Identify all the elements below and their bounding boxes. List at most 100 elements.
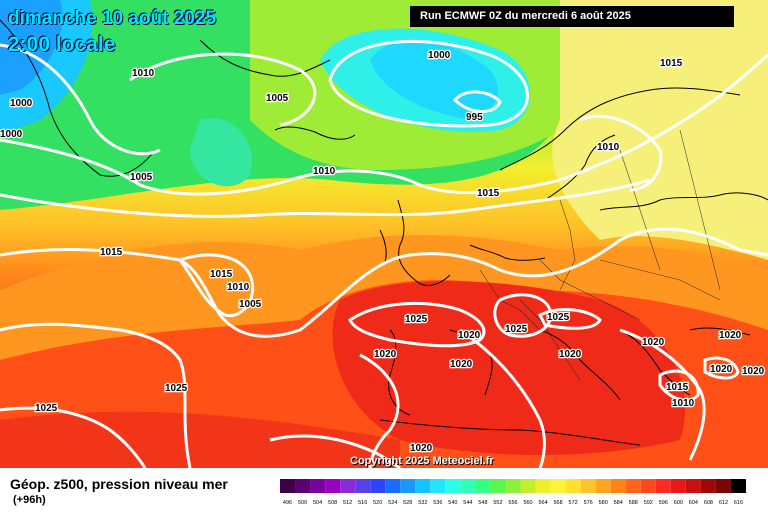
scale-tick-label: 596: [659, 500, 668, 506]
forecast-date: dimanche 10 août 2025: [8, 8, 217, 29]
scale-swatch: [625, 479, 641, 493]
isobar-label: 1015: [477, 188, 500, 199]
isobar-label: 1015: [100, 247, 123, 258]
isobar-label: 1020: [410, 443, 433, 454]
scale-tick-label: 604: [689, 500, 698, 506]
scale-tick-label: 512: [343, 500, 352, 506]
isobar-label: 1010: [132, 68, 155, 79]
scale-tick-label: 544: [463, 500, 472, 506]
scale-swatch: [565, 479, 581, 493]
scale-tick-label: 600: [674, 500, 683, 506]
green-patch-iceland: [190, 118, 252, 187]
scale-swatch: [700, 479, 716, 493]
isobar-label: 1010: [672, 398, 695, 409]
scale-tick-label: 560: [523, 500, 532, 506]
isobar-label: 1025: [547, 312, 570, 323]
isobar-label: 1010: [313, 166, 336, 177]
scale-swatch: [505, 479, 521, 493]
scale-swatch: [310, 479, 326, 493]
isobar-label: 1005: [266, 93, 289, 104]
coastlines: [0, 19, 768, 446]
scale-swatch: [640, 479, 656, 493]
isobar-label: 995: [466, 112, 483, 123]
isobar-label: 1020: [719, 330, 742, 341]
isobar-label: 1020: [710, 364, 733, 375]
deep-red-south: [0, 411, 400, 468]
scale-tick-label: 572: [569, 500, 578, 506]
isobar-label: 1000: [428, 50, 451, 61]
scale-swatch: [520, 479, 536, 493]
isobar-label: 1025: [35, 403, 58, 414]
isobar-label: 1020: [559, 349, 582, 360]
map-legend-title: Géop. z500, pression niveau mer: [10, 476, 228, 492]
scale-swatch: [370, 479, 386, 493]
isobar-label: 1005: [130, 172, 153, 183]
scale-swatch: [670, 479, 686, 493]
scale-tick-label: 520: [373, 500, 382, 506]
scale-swatch: [385, 479, 401, 493]
scale-swatch: [355, 479, 371, 493]
scale-swatch: [400, 479, 416, 493]
country-borders: [479, 129, 721, 381]
forecast-lead-time: (+96h): [13, 494, 46, 506]
isobar-label: 1015: [660, 58, 683, 69]
scale-tick-label: 532: [418, 500, 427, 506]
scale-swatch: [610, 479, 626, 493]
forecast-local-time: 2:00 locale: [8, 33, 116, 56]
scale-swatch: [295, 479, 311, 493]
scale-swatch: [460, 479, 476, 493]
scale-tick-label: 612: [719, 500, 728, 506]
isobar-label: 1025: [505, 324, 528, 335]
isobar-label: 1020: [374, 349, 397, 360]
scale-swatch: [550, 479, 566, 493]
scale-tick-label: 568: [554, 500, 563, 506]
scale-swatch: [535, 479, 551, 493]
scale-tick-label: 504: [313, 500, 322, 506]
isobar-labels: 1010 1000 1000 1000 1005 995 1015 1005 1…: [0, 49, 743, 456]
scale-tick-label: 608: [704, 500, 713, 506]
scale-tick-label: 584: [614, 500, 623, 506]
scale-tick-label: 536: [433, 500, 442, 506]
scale-tick-label: 564: [538, 500, 547, 506]
scale-tick-label: 552: [493, 500, 502, 506]
scale-tick-label: 516: [358, 500, 367, 506]
isobar-label: 1000: [0, 129, 23, 140]
map-label-1020-east: 1020: [742, 366, 765, 377]
map-canvas: 1010 1000 1000 1000 1005 995 1015 1005 1…: [0, 0, 768, 470]
weather-map: 1010 1000 1000 1000 1005 995 1015 1005 1…: [0, 0, 768, 470]
isobar-label: 1020: [450, 359, 473, 370]
scale-swatch: [730, 479, 746, 493]
teal-low-nw: [0, 0, 63, 95]
isobar-label: 1010: [227, 282, 250, 293]
color-scale: 496 500 504 508 512 516 520 524 528 532 536 540 544 5…: [280, 479, 746, 506]
scale-swatch: [325, 479, 341, 493]
scale-swatch: [685, 479, 701, 493]
scale-swatch: [280, 479, 296, 493]
scale-swatch: [715, 479, 731, 493]
scale-tick-label: 524: [388, 500, 397, 506]
scale-swatch: [655, 479, 671, 493]
scale-tick-label: 580: [599, 500, 608, 506]
scale-swatch: [340, 479, 356, 493]
scale-swatch: [475, 479, 491, 493]
scale-tick-label: 588: [629, 500, 638, 506]
isobar-label: 1025: [405, 314, 428, 325]
run-info: Run ECMWF 0Z du mercredi 6 août 2025: [410, 6, 734, 27]
cyan-low-core: [370, 40, 499, 119]
isobar-label: 1015: [210, 269, 233, 280]
isobars: [0, 39, 768, 470]
scale-tick-label: 556: [508, 500, 517, 506]
scale-swatch: [445, 479, 461, 493]
isobar-label: 1000: [10, 98, 33, 109]
scale-tick-label: 496: [283, 500, 292, 506]
scale-swatch: [580, 479, 596, 493]
isobar-label: 1025: [165, 383, 188, 394]
scale-swatch: [595, 479, 611, 493]
isobar-label: 1010: [597, 142, 620, 153]
isobar-label: 1020: [642, 337, 665, 348]
scale-tick-label: 500: [298, 500, 307, 506]
isobar-label: 1005: [239, 299, 262, 310]
isobar-label: 1020: [458, 330, 481, 341]
scale-swatch: [430, 479, 446, 493]
scale-tick-label: 616: [734, 500, 743, 506]
